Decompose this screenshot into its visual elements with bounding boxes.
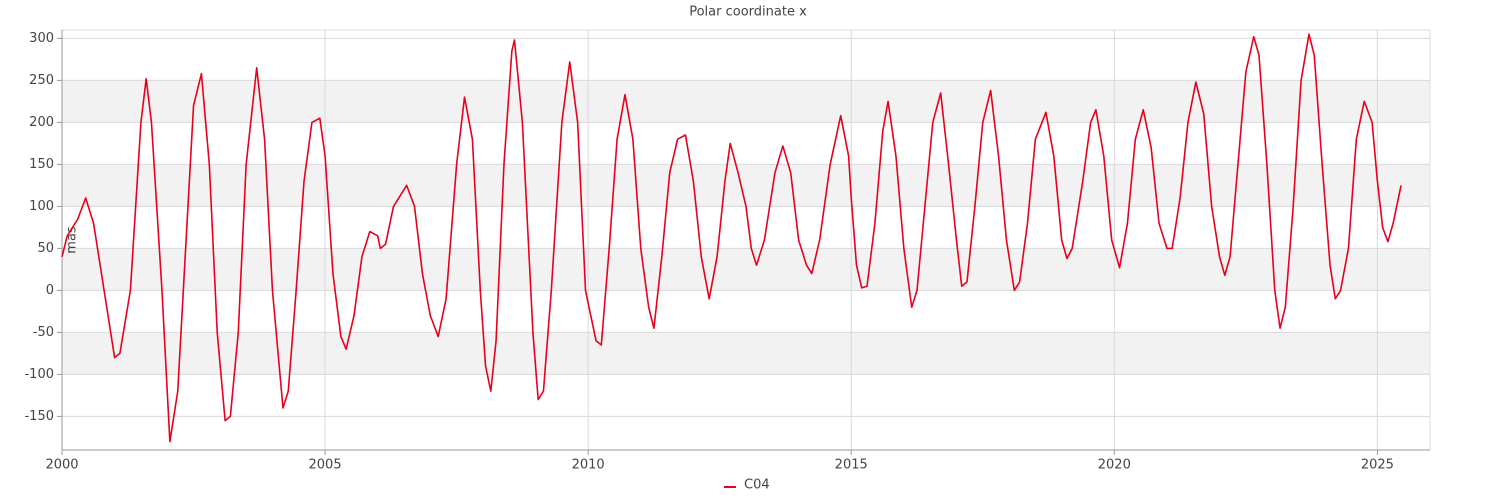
y-tick-label: 150: [29, 157, 54, 172]
x-tick-label: 2000: [45, 458, 78, 473]
y-tick-label: -150: [24, 409, 54, 424]
grid-band: [62, 332, 1430, 375]
y-tick-label: 0: [46, 283, 54, 298]
y-tick-label: 100: [29, 199, 54, 214]
grid-band: [62, 80, 1430, 123]
x-tick-label: 2010: [572, 458, 605, 473]
grid-band: [62, 164, 1430, 207]
y-tick-label: 50: [37, 241, 54, 256]
legend-label: C04: [744, 478, 770, 493]
grid-band: [62, 248, 1430, 291]
data-line: [61, 33, 1402, 443]
x-tick-label: 2020: [1098, 458, 1131, 473]
y-tick-label: -100: [24, 367, 54, 382]
x-tick-label: 2025: [1361, 458, 1394, 473]
x-tick-label: 2015: [835, 458, 868, 473]
y-tick-label: 300: [29, 31, 54, 46]
y-tick-label: -50: [33, 325, 54, 340]
y-tick-label: 250: [29, 73, 54, 88]
x-tick-label: 2005: [309, 458, 342, 473]
chart-title: Polar coordinate x: [689, 5, 807, 20]
y-tick-label: 200: [29, 115, 54, 130]
